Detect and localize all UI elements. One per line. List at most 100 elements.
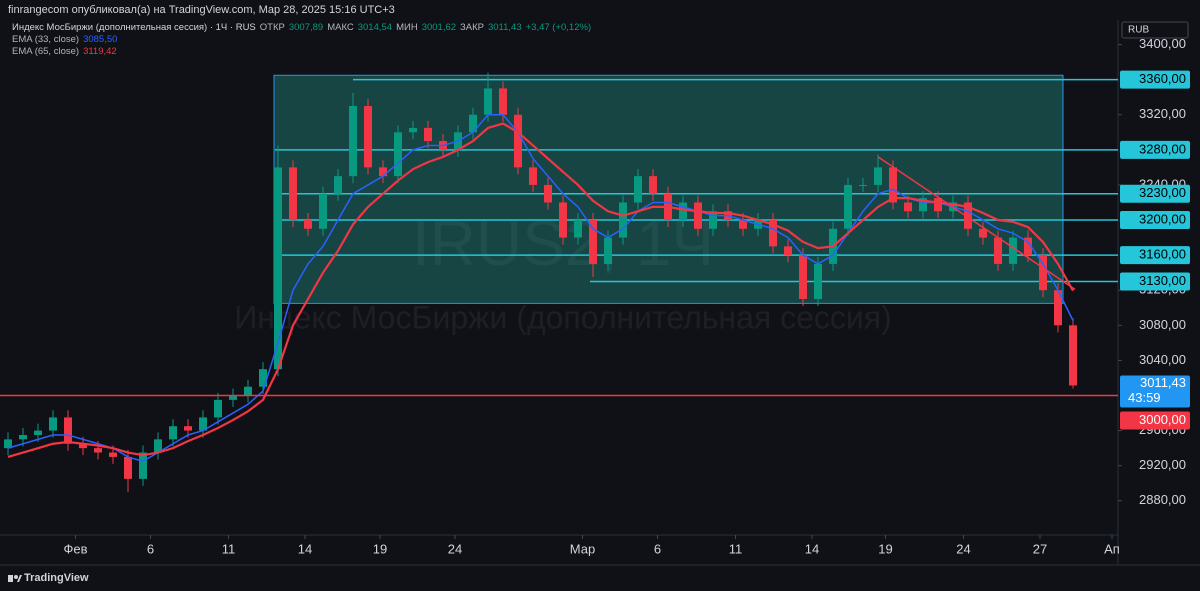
candle-body	[1069, 325, 1077, 386]
symbol-name: Индекс МосБиржи (дополнительная сессия) …	[12, 22, 256, 33]
candle-body	[934, 198, 942, 212]
candle-body	[844, 184, 852, 229]
legend: Индекс МосБиржи (дополнительная сессия) …	[12, 22, 595, 58]
candle-body	[4, 439, 12, 449]
candle-body	[469, 114, 477, 133]
ohlc-value: 3014,54	[357, 22, 393, 33]
y-tick-label: 3400,00	[1139, 36, 1186, 51]
candle-body	[874, 167, 882, 185]
logo-part	[8, 575, 13, 582]
candle-body	[994, 237, 1002, 264]
candle-body	[79, 443, 87, 449]
x-tick-label: Мар	[570, 541, 595, 556]
candle-body	[604, 237, 612, 264]
candle-body	[409, 127, 417, 133]
level-label-box	[1120, 140, 1190, 159]
legend-row: EMA (65, close) 3119,42	[12, 46, 595, 58]
candle-body	[199, 417, 207, 431]
candle-body	[1054, 290, 1062, 326]
support-label-box	[1120, 411, 1190, 430]
x-tick-label: 6	[654, 541, 661, 556]
y-tick-label: 3320,00	[1139, 106, 1186, 121]
legend-value: 3085,50	[83, 34, 118, 45]
candle-body	[484, 88, 492, 115]
level-label-box	[1120, 246, 1190, 265]
footer-logo	[8, 575, 22, 582]
level-label-box	[1120, 211, 1190, 230]
candle-body	[169, 426, 177, 440]
ohlc-value: 3011,43	[487, 22, 522, 33]
candle-body	[529, 167, 537, 185]
ohlc-label: ЗАКР	[460, 22, 484, 33]
candle-body	[589, 220, 597, 264]
candle-body	[64, 417, 72, 444]
legend-value: 3119,42	[83, 46, 117, 57]
candle-body	[109, 452, 117, 457]
level-label-box	[1120, 272, 1190, 291]
axis-layer: 2880,002920,002960,003040,003080,003120,…	[63, 21, 1190, 556]
ohlc-value: 3007,89	[288, 22, 324, 33]
candle-body	[259, 369, 267, 387]
candle-body	[49, 417, 57, 431]
plot-layer	[0, 72, 1118, 493]
x-tick-label: 14	[298, 541, 312, 556]
candle-body	[499, 88, 507, 115]
candle-body	[349, 105, 357, 177]
candle-body	[244, 386, 252, 396]
candle-body	[544, 184, 552, 203]
candle-body	[784, 246, 792, 256]
x-tick-label: 19	[878, 541, 892, 556]
y-tick-label: 2880,00	[1139, 492, 1186, 507]
candle-body	[574, 220, 582, 238]
candle-body	[634, 176, 642, 203]
footer-brand: TradingView	[24, 572, 89, 584]
ohlc-label: МАКС	[327, 22, 354, 33]
candle-body	[1009, 237, 1017, 264]
candle-body	[649, 176, 657, 194]
level-label: 3130,00	[1139, 273, 1186, 288]
y-tick-label: 2920,00	[1139, 457, 1186, 472]
candle-body	[694, 202, 702, 229]
level-label-box	[1120, 184, 1190, 203]
candle-body	[214, 399, 222, 418]
ohlc-label: МИН	[396, 22, 418, 33]
candle-body	[424, 127, 432, 142]
candle-body	[154, 439, 162, 453]
candle-body	[559, 202, 567, 238]
ema-line	[7, 114, 1074, 463]
trendline	[877, 156, 1076, 290]
currency-box	[1121, 21, 1189, 39]
y-tick-label: 3040,00	[1139, 352, 1186, 367]
candle-body	[229, 395, 237, 400]
logo-part	[14, 575, 18, 579]
candle-body	[334, 176, 342, 194]
candle-body	[124, 456, 132, 479]
candle-body	[184, 426, 192, 431]
candle-body	[364, 105, 372, 168]
ohlc-label: ОТКР	[259, 22, 285, 33]
last-price-box	[1120, 375, 1190, 408]
watermark-name: Индекс МосБиржи (дополнительная сессия)	[234, 299, 892, 335]
level-label: 3360,00	[1139, 71, 1186, 86]
candle-body	[34, 430, 42, 435]
level-label: 3200,00	[1139, 211, 1186, 226]
candle-body	[979, 228, 987, 238]
candle-body	[139, 452, 147, 479]
support-label: 3000,00	[1139, 412, 1186, 427]
x-tick-label: Ап	[1104, 541, 1120, 556]
candle-body	[739, 220, 747, 229]
publisher-header: finrangecom опубликовал(а) на TradingVie…	[8, 4, 395, 16]
legend-entry: EMA (33, close)	[12, 34, 80, 45]
candle-body	[94, 448, 102, 453]
ema-line	[7, 122, 1074, 458]
candle-body	[379, 167, 387, 177]
level-label: 3280,00	[1139, 141, 1186, 156]
x-tick-label: Фев	[63, 541, 87, 556]
candle-body	[919, 198, 927, 212]
x-tick-label: 11	[729, 541, 743, 556]
candle-body	[274, 167, 282, 370]
last-price-label: 3011,43	[1140, 375, 1186, 390]
